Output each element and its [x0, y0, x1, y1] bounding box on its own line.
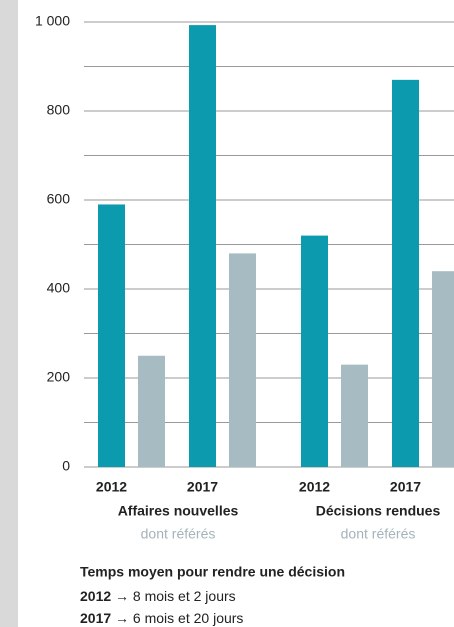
y-tick-label: 0: [62, 458, 70, 474]
x-tick-label: 2017: [187, 479, 218, 495]
group-label: Décisions rendues: [316, 503, 441, 519]
footnote-year: 2017: [80, 610, 111, 626]
footnote-year: 2012: [80, 588, 111, 604]
bar: [98, 204, 125, 467]
footnote-text: → 8 mois et 2 jours: [115, 588, 236, 604]
group-note: dont référés: [341, 526, 416, 542]
x-tick-label: 2012: [299, 479, 330, 495]
bar: [229, 253, 256, 467]
footnote-line: 2017 → 6 mois et 20 jours: [80, 610, 243, 626]
group-label: Affaires nouvelles: [118, 503, 239, 519]
y-tick-label: 600: [47, 191, 71, 207]
bar: [301, 235, 328, 467]
bar: [432, 271, 454, 467]
group-note: dont référés: [141, 526, 216, 542]
footnote-text: → 6 mois et 20 jours: [115, 610, 243, 626]
footnote-title: Temps moyen pour rendre une décision: [80, 564, 345, 580]
bar: [341, 364, 368, 467]
x-tick-label: 2012: [96, 479, 127, 495]
bar: [189, 25, 216, 468]
y-tick-label: 400: [47, 280, 71, 296]
side-strip: [0, 0, 18, 627]
y-tick-label: 200: [47, 369, 71, 385]
x-tick-label: 2017: [390, 479, 421, 495]
y-tick-label: 1 000: [35, 13, 70, 29]
bar: [392, 79, 419, 467]
bar: [138, 355, 165, 467]
footnote-line: 2012 → 8 mois et 2 jours: [80, 588, 236, 604]
y-tick-label: 800: [47, 102, 71, 118]
